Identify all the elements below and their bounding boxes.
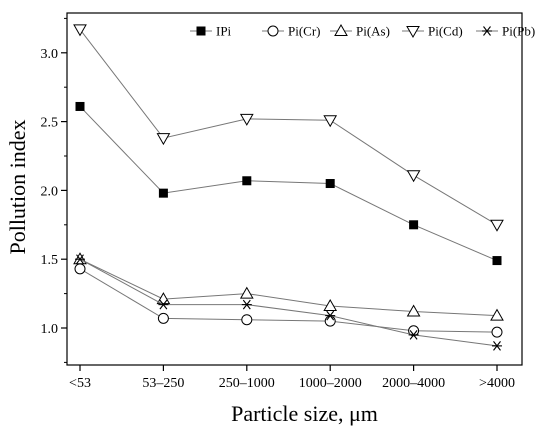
data-point bbox=[158, 299, 169, 310]
x-axis-title: Particle size, μm bbox=[231, 401, 378, 426]
data-point bbox=[492, 256, 502, 266]
series-pi-pb bbox=[75, 254, 502, 351]
data-point bbox=[324, 315, 336, 327]
data-point bbox=[74, 263, 86, 275]
series-line bbox=[79, 258, 498, 317]
data-point bbox=[75, 101, 85, 111]
legend-label: Pi(Cd) bbox=[428, 24, 463, 39]
data-point bbox=[73, 24, 87, 37]
x-tick-label: <53 bbox=[69, 376, 91, 391]
data-point bbox=[239, 286, 254, 299]
data-point bbox=[158, 188, 168, 198]
legend: IPi Pi(Cr) Pi(As) Pi(Cd) Pi(Pb) bbox=[190, 24, 535, 39]
y-tick-label: 2.5 bbox=[41, 116, 59, 131]
legend-marker bbox=[334, 23, 348, 36]
x-tick-label: 250–1000 bbox=[219, 376, 275, 391]
series-pi-cd bbox=[73, 24, 504, 232]
legend-item: IPi bbox=[190, 24, 232, 39]
x-tick-label: 1000–2000 bbox=[299, 376, 362, 391]
data-point bbox=[323, 115, 338, 128]
data-point bbox=[325, 310, 336, 321]
data-point bbox=[156, 133, 171, 146]
legend-label: Pi(As) bbox=[356, 24, 390, 39]
y-tick-label: 3.0 bbox=[41, 47, 59, 62]
series-ipi bbox=[75, 101, 502, 266]
data-point bbox=[490, 219, 504, 232]
y-axis: 1.0 1.5 2.0 2.5 3.0 bbox=[41, 17, 67, 363]
plot-frame bbox=[66, 12, 523, 366]
x-tick-label: 53–250 bbox=[142, 376, 184, 391]
legend-marker bbox=[267, 25, 279, 37]
legend-label: Pi(Pb) bbox=[502, 24, 535, 39]
data-point bbox=[241, 314, 253, 326]
legend-label: IPi bbox=[216, 24, 232, 39]
series-line bbox=[79, 29, 498, 226]
legend-item: Pi(As) bbox=[330, 24, 390, 39]
data-point bbox=[491, 326, 503, 338]
data-point bbox=[75, 254, 85, 265]
legend-marker bbox=[406, 26, 420, 39]
data-point bbox=[409, 220, 419, 230]
legend-marker bbox=[482, 26, 492, 36]
y-axis-title: Pollution index bbox=[5, 119, 30, 254]
series-line bbox=[79, 106, 498, 262]
data-point bbox=[157, 312, 169, 324]
data-point bbox=[323, 298, 338, 311]
data-point bbox=[406, 170, 421, 183]
y-tick-label: 1.0 bbox=[41, 322, 59, 337]
data-point bbox=[490, 308, 504, 321]
data-point bbox=[242, 176, 252, 186]
x-tick-label: >4000 bbox=[479, 376, 515, 391]
data-point bbox=[325, 179, 335, 189]
legend-item: Pi(Pb) bbox=[476, 24, 535, 39]
data-point bbox=[239, 113, 254, 126]
plot-border bbox=[66, 12, 523, 366]
data-point bbox=[408, 330, 419, 340]
legend-item: Pi(Cr) bbox=[262, 24, 321, 39]
y-tick-label: 1.5 bbox=[41, 253, 59, 268]
series-pi-cr bbox=[74, 263, 503, 338]
x-axis: <53 53–250 250–1000 1000–2000 2000–4000 >4000 bbox=[69, 365, 515, 391]
legend-item: Pi(Cd) bbox=[402, 24, 463, 39]
x-tick-label: 2000–4000 bbox=[382, 376, 445, 391]
y-tick-label: 2.0 bbox=[41, 184, 59, 199]
legend-label: Pi(Cr) bbox=[288, 24, 321, 39]
data-point bbox=[492, 341, 502, 351]
data-point bbox=[406, 304, 421, 317]
series-line bbox=[79, 268, 498, 333]
legend-marker bbox=[196, 26, 206, 36]
data-point bbox=[241, 299, 252, 310]
series-group bbox=[73, 24, 504, 351]
series-line bbox=[79, 258, 498, 347]
